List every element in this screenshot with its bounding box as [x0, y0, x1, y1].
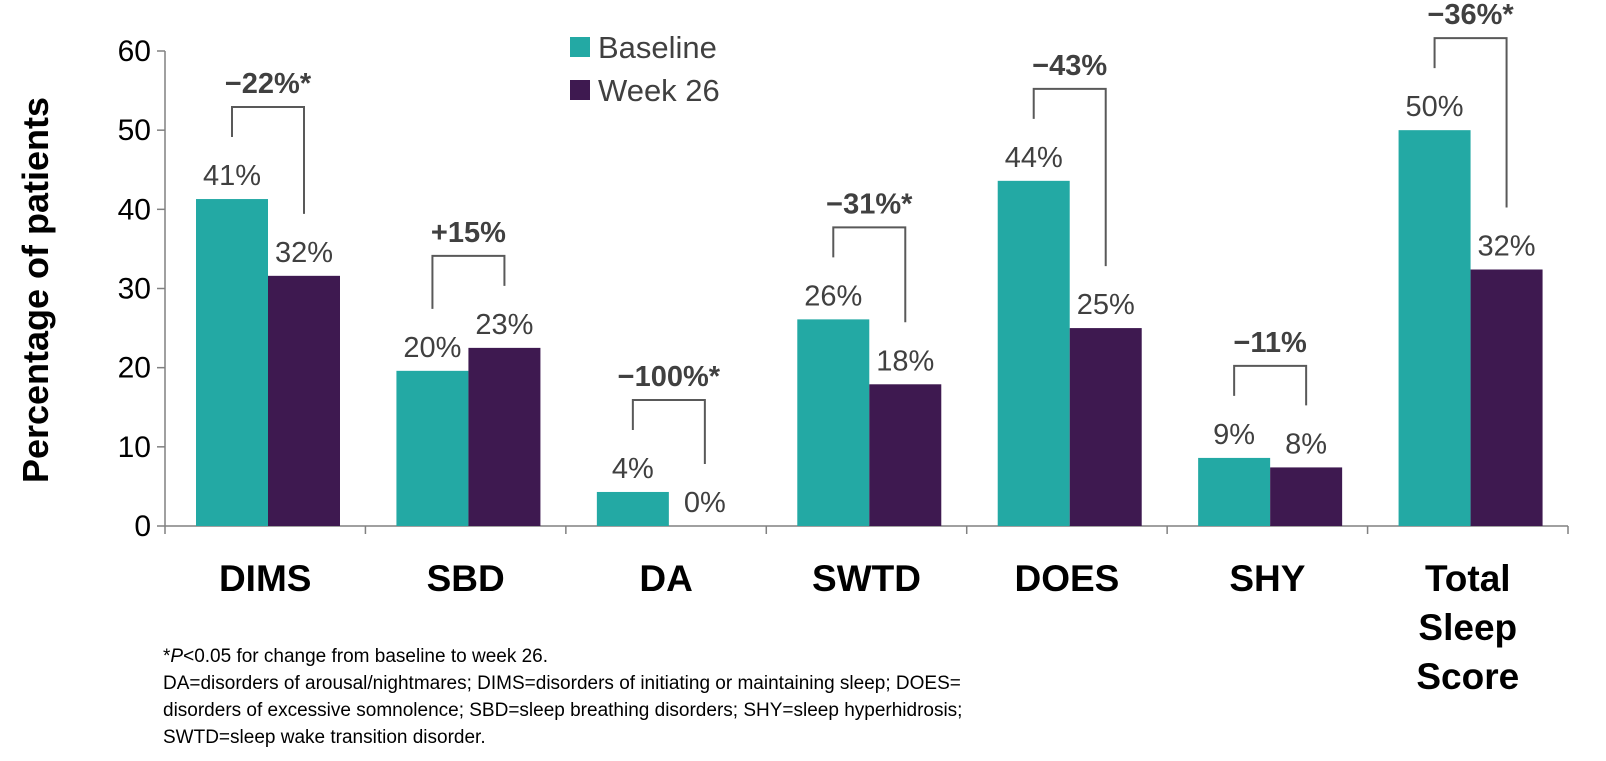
data-label: 23% — [475, 309, 533, 341]
change-bracket — [1233, 364, 1308, 406]
bar-week26 — [468, 347, 541, 526]
legend: Baseline Week 26 — [570, 30, 720, 108]
data-label: 26% — [804, 280, 862, 312]
footnote-line-2: DA=disorders of arousal/nightmares; DIMS… — [163, 673, 961, 694]
bar-baseline — [596, 491, 669, 526]
change-label: −22%* — [225, 68, 312, 100]
data-label: 32% — [1478, 231, 1536, 263]
bar-week26 — [1069, 328, 1142, 526]
x-category-label: SWTD — [812, 558, 921, 599]
change-bracket — [431, 254, 506, 309]
bar-baseline — [196, 199, 268, 526]
y-tick-label: 10 — [118, 431, 151, 464]
bar-baseline — [1198, 457, 1271, 526]
data-label: 20% — [403, 332, 461, 364]
footnote: *P<0.05 for change from baseline to week… — [163, 646, 962, 748]
change-bracket — [1433, 37, 1508, 208]
bar-week26 — [1270, 467, 1343, 526]
change-bracket — [631, 398, 706, 464]
data-label: 4% — [612, 453, 654, 485]
bar-baseline — [1398, 130, 1471, 526]
bar-baseline — [797, 319, 870, 526]
x-category-label: DIMS — [219, 558, 312, 599]
change-label: −31%* — [826, 188, 913, 220]
data-label: 8% — [1285, 428, 1327, 460]
x-category-label: SBD — [427, 558, 505, 599]
data-label: 44% — [1005, 142, 1063, 174]
bar-week26 — [268, 275, 340, 526]
x-category-label: Total Sleep Score — [1416, 558, 1519, 697]
y-tick-label: 60 — [118, 35, 151, 68]
data-label: 41% — [203, 160, 261, 192]
data-label: 9% — [1213, 419, 1255, 451]
footnote-line-1: *P<0.05 for change from baseline to week… — [163, 646, 548, 667]
change-label: −43% — [1032, 50, 1107, 82]
bar-baseline — [997, 180, 1070, 527]
data-label: 0% — [684, 487, 726, 519]
bar-week26 — [1470, 269, 1543, 526]
x-category-label: SHY — [1229, 558, 1305, 599]
change-label: +15% — [431, 217, 506, 249]
legend-label-week26: Week 26 — [598, 73, 720, 108]
y-tick-label: 20 — [118, 352, 151, 385]
data-label: 25% — [1077, 289, 1135, 321]
y-tick-label: 40 — [118, 193, 151, 226]
change-label: −36%* — [1427, 0, 1514, 31]
data-label: 50% — [1406, 91, 1464, 123]
legend-label-baseline: Baseline — [598, 30, 717, 65]
x-category-label: DA — [639, 558, 692, 599]
footnote-line-3: disorders of excessive somnolence; SBD=s… — [163, 700, 962, 721]
data-label: 32% — [275, 237, 333, 269]
change-bracket — [832, 226, 907, 323]
change-bracket — [1032, 87, 1107, 267]
change-label: −11% — [1233, 327, 1307, 359]
y-tick-label: 0 — [134, 510, 151, 543]
x-category-label: DOES — [1014, 558, 1119, 599]
y-tick-label: 50 — [118, 114, 151, 147]
legend-swatch-baseline — [570, 37, 590, 57]
y-axis-label: Percentage of patients — [15, 97, 56, 483]
y-tick-label: 30 — [118, 273, 151, 306]
change-bracket — [231, 106, 305, 214]
footnote-line-4: SWTD=sleep wake transition disorder. — [163, 727, 486, 748]
bar-week26 — [869, 384, 942, 526]
legend-swatch-week26 — [570, 80, 590, 100]
bar-baseline — [396, 370, 469, 526]
data-label: 18% — [876, 345, 934, 377]
change-label: −100%* — [618, 361, 721, 393]
